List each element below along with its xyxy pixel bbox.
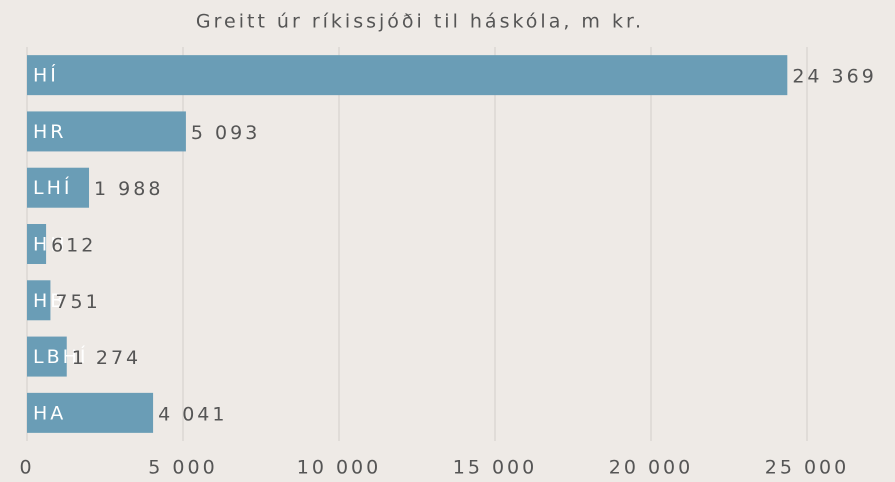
- chart-title: Greitt úr ríkissjóði til háskóla, m kr.: [196, 11, 644, 33]
- value-label: 4 041: [158, 403, 227, 425]
- category-label: HA: [33, 402, 66, 424]
- bar: [27, 167, 90, 208]
- category-label: HR: [33, 121, 67, 143]
- category-label: HH: [33, 234, 68, 256]
- bar: [27, 55, 788, 96]
- category-label: LHÍ: [33, 176, 72, 199]
- x-tick-label: 20 000: [609, 457, 693, 479]
- category-label: HB: [33, 290, 66, 312]
- bar: [27, 336, 67, 377]
- value-label: 1 988: [94, 178, 163, 200]
- bar: [27, 111, 186, 152]
- value-label: 612: [51, 235, 96, 257]
- value-label: 24 369: [792, 66, 876, 88]
- x-tick-label: 0: [19, 457, 34, 479]
- bar: [27, 224, 47, 264]
- value-label: 751: [55, 291, 100, 313]
- value-label: 1 274: [72, 347, 141, 369]
- x-tick-label: 25 000: [765, 457, 849, 479]
- category-label: HÍ: [33, 64, 59, 87]
- category-label: LBHÍ: [33, 345, 89, 368]
- bar: [27, 280, 51, 321]
- x-tick-label: 5 000: [148, 457, 217, 479]
- x-tick-label: 10 000: [297, 457, 381, 479]
- bar: [27, 392, 154, 433]
- value-label: 5 093: [191, 122, 260, 144]
- x-tick-label: 15 000: [453, 457, 537, 479]
